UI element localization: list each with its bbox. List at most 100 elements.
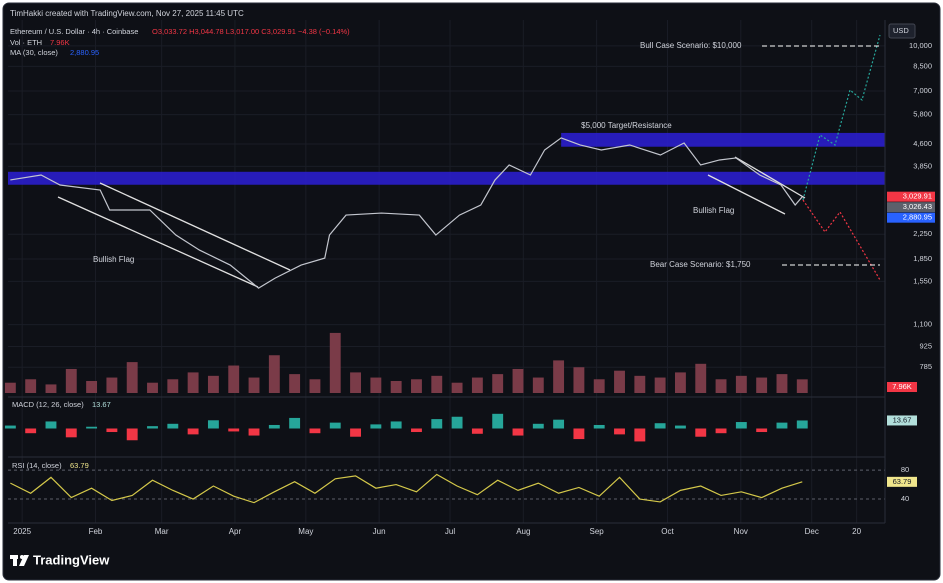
x-tick-label: Feb [89,527,103,536]
bar [451,416,463,429]
bar [593,424,605,429]
ma-legend: MA (30, close) [10,48,58,57]
bar [715,428,727,434]
bar [147,426,158,429]
y-tick-label: 40 [901,494,909,503]
x-tick-label: Dec [805,527,819,536]
bear-case-label: Bear Case Scenario: $1,750 [650,260,751,269]
value-badge-label: 63.79 [893,477,912,486]
bar [248,377,260,393]
y-tick-label: 1,550 [913,276,932,285]
x-tick-label: Aug [516,527,530,536]
logo-part [19,555,29,566]
flag-label: Bullish Flag [693,206,734,215]
bar [654,423,666,429]
y-tick-label: 2,250 [913,229,932,238]
zone-label: $5,000 Target/Resistance [581,121,672,130]
bar [187,372,199,393]
bar [147,382,158,393]
bar [532,423,544,429]
bar [492,374,504,393]
bar [370,424,382,429]
bar [228,428,240,432]
y-tick-label: 925 [919,341,932,350]
x-tick-label: 2025 [13,527,31,536]
flag-channels [57,156,806,288]
bar [329,332,341,393]
bar [431,419,443,429]
bar [715,379,727,393]
bar [674,372,686,393]
bar [431,375,443,393]
bar [634,375,646,393]
price-line [10,473,803,504]
bar [350,428,361,437]
bar [207,375,219,393]
y-tick-label: 4,600 [913,139,932,148]
bar [25,379,37,393]
y-tick-label: 7,000 [913,86,932,95]
flag-line [57,196,259,288]
bar [289,374,301,393]
bull-case-label: Bull Case Scenario: $10,000 [640,41,742,50]
y-tick-label: 785 [919,362,932,371]
price-badge-label: 2,880.95 [903,213,932,222]
bar [512,428,524,436]
value-badge [887,415,917,426]
value-badge-label: 13.67 [893,415,912,424]
currency: USD [893,26,909,35]
bar [207,420,219,429]
x-tick-label: Nov [734,527,748,536]
bar [126,362,138,393]
bar [167,379,179,393]
bar [573,367,585,393]
flag-label: Bullish Flag [93,255,134,264]
credit: TimHakki created with TradingView.com, N… [10,9,244,18]
bar [25,428,37,434]
bar [228,365,240,393]
value-badge [887,382,917,392]
bar [471,377,483,393]
y-tick-label: 80 [901,465,909,474]
price-badge [887,202,935,213]
y-tick-label: 5,800 [913,110,932,119]
bar [390,380,402,393]
bar [573,428,585,440]
bar [674,425,686,429]
x-tick-label: Sep [589,527,604,536]
bar [268,424,280,429]
footer-brand: TradingView [33,552,110,567]
bar [86,380,98,393]
bar [329,422,341,429]
bar [756,428,768,433]
macd-legend: MACD (12, 26, close) [12,400,84,409]
ma-legend-value: 2,880.95 [70,48,99,57]
volume-legend: Vol · ETH [10,38,42,47]
bar [106,428,118,433]
x-tick-label: Jun [373,527,386,536]
logo-part [13,555,17,566]
rsi-legend: RSI (14, close) [12,461,62,470]
bar [695,363,707,393]
resistance-zone [8,171,885,185]
currency-box [888,23,916,39]
bar [106,377,118,393]
bar [776,374,788,393]
bar [735,375,747,393]
x-tick-label: May [298,527,313,536]
bar [4,425,16,429]
bar [492,413,504,429]
bar [532,377,544,393]
y-tick-label: 1,100 [913,320,932,329]
bar [187,428,199,435]
rsi-legend-value: 63.79 [70,461,89,470]
flag-line [707,174,786,215]
bar [350,372,361,393]
bar [309,428,321,434]
y-tick-label: 10,000 [909,41,932,50]
bar [411,428,422,433]
price-badge-label: 3,026.43 [903,202,932,211]
bar [126,428,138,441]
